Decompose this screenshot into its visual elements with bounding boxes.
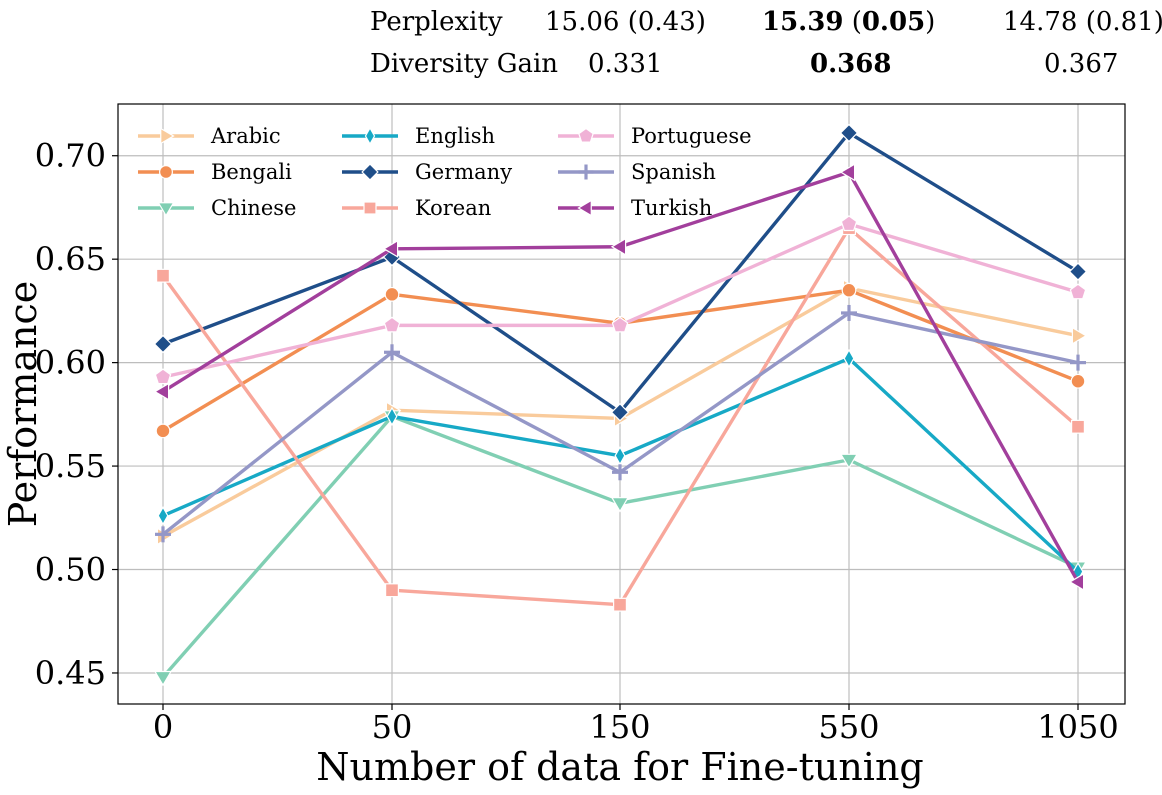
y-tick-label: 0.45 [35,654,106,692]
point-korean [156,268,171,283]
point-spanish [1070,354,1086,371]
table-row-label: Perplexity [370,7,503,37]
grid [118,104,1125,704]
legend-item-portuguese: Portuguese [558,124,752,148]
x-tick-label: 0 [153,708,173,746]
table-cell-best: 0.368 [810,49,891,79]
legend-marker-english [364,126,376,146]
legend-label: Bengali [211,160,292,184]
y-tick-label: 0.65 [35,240,106,278]
series-germany [153,123,1088,422]
legend-marker-bengali [159,165,173,179]
ticks: 0.45 0.50 0.55 0.60 0.65 0.70 0 50 150 550 1050 [35,137,1119,746]
point-germany [1068,262,1088,281]
legend-marker-germany [361,163,379,181]
point-portuguese [611,316,629,333]
point-korean [1070,419,1085,434]
legend-marker-portuguese [578,127,594,143]
y-tick-label: 0.50 [35,551,106,589]
table-cell: 0.331 [588,49,662,79]
x-tick-label: 50 [372,708,413,746]
legend-label: Arabic [210,124,281,148]
legend-item-spanish: Spanish [558,160,716,184]
point-germany [610,403,630,422]
series-portuguese [154,215,1087,385]
table-cell: 15.06 (0.43) [545,7,706,37]
plot-frame [117,103,1126,705]
point-english [157,506,169,526]
point-germany [153,334,173,354]
point-korean [612,597,627,612]
point-bengali [841,282,857,298]
legend-marker-spanish [578,164,594,180]
x-tick-label: 550 [818,708,879,746]
legend-item-english: English [342,124,495,148]
point-chinese [153,670,173,687]
point-germany [839,123,859,143]
y-tick-label: 0.55 [35,447,106,485]
point-english [614,446,626,466]
legend-marker-arabic [160,127,175,145]
point-turkish [382,239,399,258]
y-tick-label: 0.70 [35,137,106,175]
series-spanish [155,304,1086,543]
legend-item-turkish: Turkish [558,196,712,220]
legend-label: Spanish [631,160,716,184]
x-tick-label: 1050 [1037,708,1118,746]
point-korean [385,583,400,598]
legend-item-bengali: Bengali [138,160,292,184]
legend-label: Turkish [631,196,712,220]
legend-marker-turkish [577,199,592,217]
legend-label: Chinese [211,196,296,220]
point-english [386,406,398,427]
point-spanish [612,464,628,481]
point-bengali [155,423,171,439]
point-portuguese [154,368,172,385]
point-spanish [384,344,400,361]
point-turkish [1068,572,1085,591]
point-portuguese [383,316,401,333]
point-turkish [153,382,170,401]
legend-item-korean: Korean [342,196,491,220]
point-chinese [839,453,859,470]
legend-item-arabic: Arabic [138,124,281,148]
point-turkish [839,163,856,182]
point-bengali [384,286,400,302]
legend-label: Portuguese [631,124,752,148]
summary-table: Perplexity 15.06 (0.43) 15.39 (0.05) 14.… [370,7,1162,79]
series-layer [153,123,1088,687]
point-arabic [1071,326,1088,345]
legend-label: Korean [415,196,491,220]
x-axis-label: Number of data for Fine-tuning [316,745,924,789]
table-cell-best: 15.39 (0.05) [762,7,935,37]
y-tick-label: 0.60 [35,344,106,382]
table-cell: 14.78 (0.81) [1003,7,1162,37]
legend-marker-chinese [157,202,175,217]
point-spanish [155,526,171,543]
legend-label: English [415,124,495,148]
point-spanish [841,304,857,321]
point-english [843,348,855,369]
y-axis-label: Performance [1,281,45,528]
point-portuguese [840,215,858,232]
table-cell: 0.367 [1044,49,1118,79]
legend-marker-korean [363,201,377,215]
x-tick-label: 150 [589,708,650,746]
point-turkish [610,237,627,256]
point-portuguese [1069,283,1087,300]
table-row-label: Diversity Gain [370,49,558,79]
legend-item-germany: Germany [342,160,512,184]
point-bengali [1070,373,1086,389]
point-chinese [610,497,630,513]
legend-item-chinese: Chinese [138,196,296,220]
legend-label: Germany [415,160,512,184]
legend: Arabic Bengali Chinese English Germany Korean… [138,124,752,220]
series-turkish [153,163,1085,591]
